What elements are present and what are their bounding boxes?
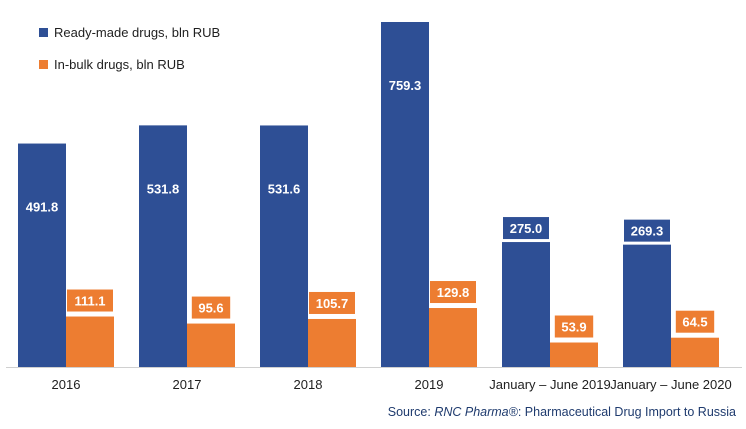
bar-in-bulk bbox=[187, 323, 235, 367]
bar-in-bulk bbox=[66, 316, 114, 367]
data-label: 111.1 bbox=[74, 294, 105, 309]
data-label: 129.8 bbox=[437, 285, 470, 300]
data-label-box bbox=[430, 281, 476, 304]
data-label: 531.8 bbox=[147, 181, 180, 196]
bar-in-bulk bbox=[429, 308, 477, 367]
x-tick-label: January – June 2020 bbox=[610, 377, 731, 392]
x-tick-label: 2016 bbox=[52, 377, 81, 392]
bar-ready-made bbox=[18, 143, 66, 367]
x-tick-label: 2019 bbox=[415, 377, 444, 392]
legend-swatch bbox=[39, 28, 48, 37]
bar-ready-made bbox=[381, 22, 429, 367]
bar-ready-made bbox=[502, 242, 550, 367]
bar-in-bulk bbox=[308, 318, 356, 367]
data-label-box bbox=[554, 315, 594, 338]
data-label: 53.9 bbox=[561, 320, 586, 335]
data-label-box bbox=[624, 219, 670, 242]
data-label: 64.5 bbox=[682, 315, 707, 330]
bar-in-bulk bbox=[671, 337, 719, 367]
x-tick-labels: 2016 2017 2018 2019 January – June 2019 Janua… bbox=[52, 377, 732, 392]
x-tick-label: January – June 2019 bbox=[489, 377, 610, 392]
data-label-box bbox=[191, 296, 231, 319]
legend-label: In-bulk drugs, bln RUB bbox=[54, 57, 185, 72]
bars: 491.8 111.1 531.8 95.6 531.6 105.7 759.3 129.8 2… bbox=[18, 22, 719, 368]
source-prefix: Source: bbox=[387, 405, 435, 419]
x-tick-label: 2018 bbox=[294, 377, 323, 392]
legend-label: Ready-made drugs, bln RUB bbox=[54, 25, 220, 40]
source-note: Source: RNC Pharma®: Pharmaceutical Drug… bbox=[388, 405, 736, 419]
data-label: 95.6 bbox=[198, 301, 223, 316]
bar-ready-made bbox=[623, 244, 671, 367]
data-label-box bbox=[675, 310, 715, 333]
x-tick-label: 2017 bbox=[173, 377, 202, 392]
data-label: 491.8 bbox=[26, 200, 59, 215]
data-label: 759.3 bbox=[389, 78, 422, 93]
data-label-box bbox=[309, 291, 355, 314]
data-label-box bbox=[67, 289, 113, 312]
source-suffix: : Pharmaceutical Drug Import to Russia bbox=[517, 405, 736, 419]
bar-ready-made bbox=[260, 125, 308, 367]
data-label: 105.7 bbox=[316, 296, 349, 311]
legend: Ready-made drugs, bln RUB In-bulk drugs, … bbox=[39, 25, 220, 72]
data-label-box bbox=[503, 217, 549, 240]
bar-ready-made bbox=[139, 125, 187, 368]
legend-swatch bbox=[39, 60, 48, 69]
data-label: 531.6 bbox=[268, 181, 301, 196]
data-label: 275.0 bbox=[510, 221, 543, 236]
bar-in-bulk bbox=[550, 342, 598, 367]
data-label: 269.3 bbox=[631, 224, 664, 239]
source-brand: RNC Pharma® bbox=[434, 405, 518, 419]
